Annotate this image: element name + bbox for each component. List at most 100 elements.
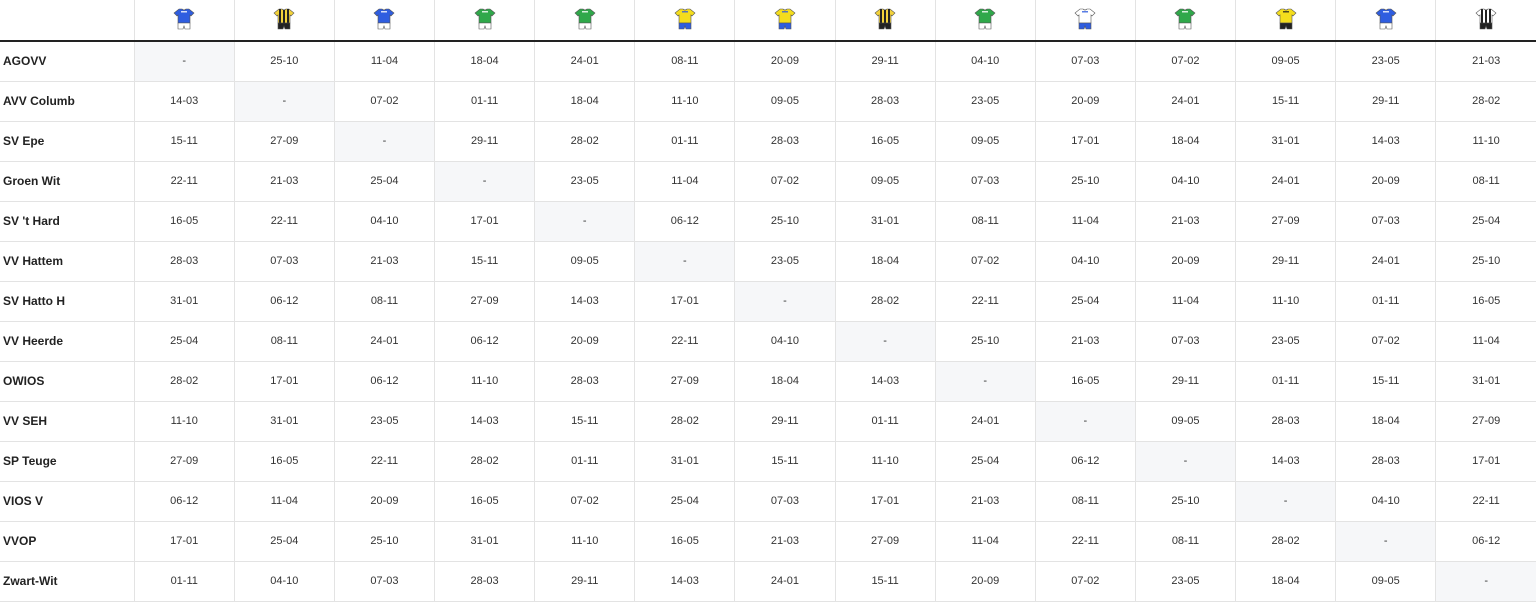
match-date-cell: 06-12	[334, 361, 436, 402]
match-date-cell: 08-11	[334, 281, 436, 322]
team-name[interactable]: AGOVV	[0, 41, 135, 82]
match-date-cell: 14-03	[634, 561, 736, 602]
match-date-cell: 31-01	[835, 201, 936, 242]
match-date-cell: 01-11	[434, 81, 536, 122]
kit-header-cell[interactable]	[1435, 0, 1536, 42]
match-date-cell: 22-11	[1435, 481, 1536, 522]
team-name[interactable]: VV Hattem	[0, 241, 135, 282]
match-date-cell: 11-10	[1435, 121, 1536, 162]
match-date-cell: 25-10	[1035, 161, 1136, 202]
team-name[interactable]: VIOS V	[0, 481, 135, 522]
kit-header-cell[interactable]	[134, 0, 235, 42]
kit-header-cell[interactable]	[935, 0, 1036, 42]
match-date-cell: 11-04	[1035, 201, 1136, 242]
kit-header-cell[interactable]	[1035, 0, 1136, 42]
match-date-cell: 07-02	[734, 161, 836, 202]
match-date-cell: 01-11	[534, 441, 636, 482]
self-match-cell: -	[1135, 441, 1237, 482]
match-date-cell: 07-03	[234, 241, 335, 282]
match-date-cell: 25-04	[334, 161, 436, 202]
match-date-cell: 08-11	[234, 321, 335, 362]
match-date-cell: 11-10	[434, 361, 536, 402]
match-date-cell: 21-03	[1435, 41, 1536, 82]
match-date-cell: 18-04	[1335, 401, 1437, 442]
match-date-cell: 18-04	[434, 41, 536, 82]
match-date-cell: 22-11	[234, 201, 335, 242]
self-match-cell: -	[935, 361, 1036, 402]
match-date-cell: 04-10	[734, 321, 836, 362]
match-date-cell: 09-05	[1235, 41, 1337, 82]
team-name[interactable]: Zwart-Wit	[0, 561, 135, 602]
match-date-cell: 09-05	[835, 161, 936, 202]
team-name[interactable]: SV Epe	[0, 121, 135, 162]
match-date-cell: 06-12	[1035, 441, 1136, 482]
team-name[interactable]: Groen Wit	[0, 161, 135, 202]
match-date-cell: 24-01	[1135, 81, 1237, 122]
match-date-cell: 08-11	[1135, 521, 1237, 562]
team-name[interactable]: OWIOS	[0, 361, 135, 402]
match-date-cell: 07-02	[534, 481, 636, 522]
match-date-cell: 23-05	[334, 401, 436, 442]
self-match-cell: -	[1335, 521, 1437, 562]
match-date-cell: 15-11	[734, 441, 836, 482]
match-date-cell: 25-10	[935, 321, 1036, 362]
team-kit-icon	[874, 8, 896, 32]
kit-header-cell[interactable]	[234, 0, 335, 42]
self-match-cell: -	[634, 241, 736, 282]
team-kit-icon	[574, 8, 596, 32]
match-date-cell: 04-10	[234, 561, 335, 602]
match-date-cell: 31-01	[134, 281, 235, 322]
kit-header-cell[interactable]	[634, 0, 736, 42]
match-date-cell: 18-04	[734, 361, 836, 402]
team-name[interactable]: VV SEH	[0, 401, 135, 442]
kit-header-cell[interactable]	[334, 0, 436, 42]
match-date-cell: 25-04	[935, 441, 1036, 482]
team-name[interactable]: VV Heerde	[0, 321, 135, 362]
team-name[interactable]: SP Teuge	[0, 441, 135, 482]
match-date-cell: 16-05	[1435, 281, 1536, 322]
match-date-cell: 15-11	[1235, 81, 1337, 122]
match-date-cell: 25-10	[234, 41, 335, 82]
team-name[interactable]: VVOP	[0, 521, 135, 562]
team-kit-icon	[173, 8, 195, 32]
kit-header-cell[interactable]	[1235, 0, 1337, 42]
match-date-cell: 22-11	[334, 441, 436, 482]
match-date-cell: 24-01	[1335, 241, 1437, 282]
match-date-cell: 27-09	[835, 521, 936, 562]
match-date-cell: 28-02	[134, 361, 235, 402]
match-date-cell: 23-05	[1335, 41, 1437, 82]
match-date-cell: 18-04	[835, 241, 936, 282]
match-date-cell: 15-11	[134, 121, 235, 162]
match-date-cell: 16-05	[134, 201, 235, 242]
match-date-cell: 14-03	[1235, 441, 1337, 482]
match-date-cell: 15-11	[534, 401, 636, 442]
match-date-cell: 01-11	[134, 561, 235, 602]
kit-header-cell[interactable]	[734, 0, 836, 42]
match-date-cell: 25-04	[234, 521, 335, 562]
match-date-cell: 15-11	[835, 561, 936, 602]
team-name[interactable]: SV Hatto H	[0, 281, 135, 322]
self-match-cell: -	[434, 161, 536, 202]
match-date-cell: 09-05	[1335, 561, 1437, 602]
table-row: SP Teuge 27-09 16-05 22-11 28-02 01-11 31-01 15…	[0, 441, 1536, 482]
match-date-cell: 25-04	[134, 321, 235, 362]
match-date-cell: 17-01	[1035, 121, 1136, 162]
kit-header-cell[interactable]	[434, 0, 536, 42]
match-date-cell: 17-01	[234, 361, 335, 402]
match-date-cell: 28-03	[835, 81, 936, 122]
team-kit-icon	[474, 8, 496, 32]
match-date-cell: 25-04	[1035, 281, 1136, 322]
kit-header-cell[interactable]	[1135, 0, 1237, 42]
match-date-cell: 07-03	[1135, 321, 1237, 362]
kit-header-cell[interactable]	[534, 0, 636, 42]
team-kit-icon	[674, 8, 696, 32]
self-match-cell: -	[534, 201, 636, 242]
team-name[interactable]: SV 't Hard	[0, 201, 135, 242]
kit-header-cell[interactable]	[1335, 0, 1437, 42]
match-date-cell: 11-04	[334, 41, 436, 82]
match-date-cell: 29-11	[1335, 81, 1437, 122]
match-date-cell: 16-05	[835, 121, 936, 162]
match-date-cell: 28-02	[835, 281, 936, 322]
team-name[interactable]: AVV Columb	[0, 81, 135, 122]
kit-header-cell[interactable]	[835, 0, 936, 42]
